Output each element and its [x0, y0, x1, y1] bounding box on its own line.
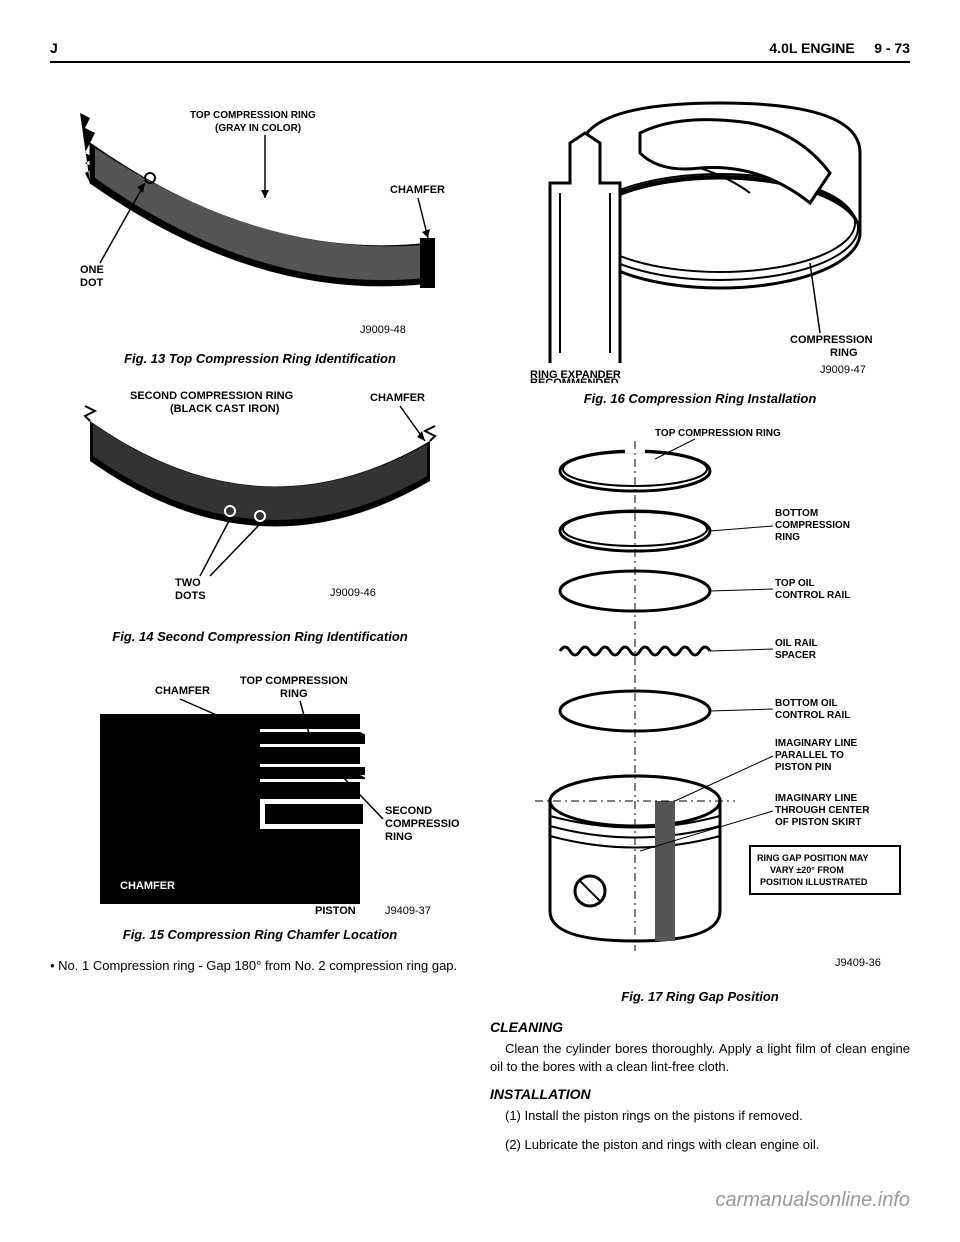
svg-text:COMPRESSION: COMPRESSION	[775, 520, 850, 531]
figure-15: CHAMFER CHAMFER TOP COMPRESSION RING SEC…	[50, 659, 470, 942]
install-step-2: (2) Lubricate the piston and rings with …	[490, 1136, 910, 1154]
svg-text:COMPRESSION: COMPRESSION	[790, 334, 873, 346]
cleaning-heading: CLEANING	[490, 1019, 910, 1035]
svg-text:J9009-47: J9009-47	[820, 364, 866, 376]
svg-text:J9409-37: J9409-37	[385, 905, 431, 917]
svg-text:CHAMFER: CHAMFER	[120, 880, 175, 892]
cleaning-body: Clean the cylinder bores thoroughly. App…	[490, 1040, 910, 1076]
svg-text:CHAMFER: CHAMFER	[390, 184, 445, 196]
svg-text:SECOND: SECOND	[385, 805, 432, 817]
header-right: 4.0L ENGINE 9 - 73	[769, 40, 910, 56]
figure-17: TOP COMPRESSION RING BOTTOM COMPRESSION …	[490, 421, 910, 1004]
fig17-image: TOP COMPRESSION RING BOTTOM COMPRESSION …	[490, 421, 910, 981]
svg-text:RING: RING	[280, 688, 308, 700]
svg-text:J9009-48: J9009-48	[360, 324, 406, 336]
install-step-1: (1) Install the piston rings on the pist…	[490, 1107, 910, 1125]
svg-text:CHAMFER: CHAMFER	[370, 392, 425, 404]
figure-16: RING EXPANDER RECOMMENDED COMPRESSION RI…	[490, 83, 910, 406]
installation-heading: INSTALLATION	[490, 1086, 910, 1102]
svg-text:COMPRESSION: COMPRESSION	[385, 818, 460, 830]
svg-text:(BLACK CAST IRON): (BLACK CAST IRON)	[170, 403, 280, 415]
svg-text:POSITION ILLUSTRATED: POSITION ILLUSTRATED	[760, 877, 868, 887]
svg-text:SECOND COMPRESSION RING: SECOND COMPRESSION RING	[130, 390, 293, 402]
left-bullet-text: • No. 1 Compression ring - Gap 180° from…	[50, 957, 470, 975]
header-section: 4.0L ENGINE	[769, 40, 854, 56]
svg-text:RING: RING	[830, 347, 858, 359]
svg-text:BOTTOM: BOTTOM	[775, 508, 818, 519]
svg-text:DOTS: DOTS	[175, 590, 206, 602]
svg-text:CHAMFER: CHAMFER	[155, 685, 210, 697]
svg-text:BOTTOM OIL: BOTTOM OIL	[775, 698, 838, 709]
figure-13: TOP COMPRESSION RING (GRAY IN COLOR) CHA…	[50, 83, 470, 366]
fig13-image: TOP COMPRESSION RING (GRAY IN COLOR) CHA…	[50, 83, 470, 343]
svg-text:SPACER: SPACER	[775, 650, 817, 661]
svg-text:IMAGINARY LINE: IMAGINARY LINE	[775, 738, 858, 749]
svg-text:PARALLEL TO: PARALLEL TO	[775, 750, 844, 761]
svg-text:RING: RING	[775, 532, 800, 543]
svg-text:RING GAP POSITION MAY: RING GAP POSITION MAY	[757, 853, 869, 863]
svg-text:TOP OIL: TOP OIL	[775, 578, 815, 589]
svg-text:IMAGINARY LINE: IMAGINARY LINE	[775, 793, 858, 804]
watermark: carmanualsonline.info	[715, 1189, 910, 1212]
page-header: J 4.0L ENGINE 9 - 73	[50, 40, 910, 63]
svg-text:RECOMMENDED: RECOMMENDED	[530, 377, 619, 383]
left-column: TOP COMPRESSION RING (GRAY IN COLOR) CHA…	[50, 83, 470, 1164]
svg-text:DOT: DOT	[80, 277, 104, 289]
content-columns: TOP COMPRESSION RING (GRAY IN COLOR) CHA…	[50, 83, 910, 1164]
svg-text:J9009-46: J9009-46	[330, 587, 376, 599]
svg-text:TOP COMPRESSION RING: TOP COMPRESSION RING	[655, 428, 781, 439]
header-page: 9 - 73	[874, 40, 910, 56]
svg-text:PISTON PIN: PISTON PIN	[775, 762, 832, 773]
fig13-caption: Fig. 13 Top Compression Ring Identificat…	[50, 351, 470, 366]
svg-text:CONTROL RAIL: CONTROL RAIL	[775, 590, 850, 601]
fig15-caption: Fig. 15 Compression Ring Chamfer Locatio…	[50, 927, 470, 942]
svg-text:TOP COMPRESSION: TOP COMPRESSION	[240, 675, 348, 687]
svg-text:THROUGH CENTER: THROUGH CENTER	[775, 805, 870, 816]
fig17-caption: Fig. 17 Ring Gap Position	[490, 989, 910, 1004]
fig14-caption: Fig. 14 Second Compression Ring Identifi…	[50, 629, 470, 644]
svg-text:RING: RING	[385, 831, 413, 843]
svg-text:(GRAY IN COLOR): (GRAY IN COLOR)	[215, 123, 301, 134]
svg-text:OF PISTON SKIRT: OF PISTON SKIRT	[775, 817, 862, 828]
svg-text:VARY ±20° FROM: VARY ±20° FROM	[770, 865, 844, 875]
fig14-image: SECOND COMPRESSION RING (BLACK CAST IRON…	[50, 381, 470, 621]
svg-text:J9409-36: J9409-36	[835, 957, 881, 969]
right-column: RING EXPANDER RECOMMENDED COMPRESSION RI…	[490, 83, 910, 1164]
svg-text:CONTROL RAIL: CONTROL RAIL	[775, 710, 850, 721]
svg-text:PISTON: PISTON	[315, 905, 356, 917]
svg-text:ONE: ONE	[80, 264, 104, 276]
header-left: J	[50, 40, 58, 56]
svg-text:OIL RAIL: OIL RAIL	[775, 638, 818, 649]
figure-14: SECOND COMPRESSION RING (BLACK CAST IRON…	[50, 381, 470, 644]
fig16-caption: Fig. 16 Compression Ring Installation	[490, 391, 910, 406]
fig16-image: RING EXPANDER RECOMMENDED COMPRESSION RI…	[490, 83, 910, 383]
fig15-image: CHAMFER CHAMFER TOP COMPRESSION RING SEC…	[50, 659, 470, 919]
svg-text:TWO: TWO	[175, 577, 201, 589]
page-container: J 4.0L ENGINE 9 - 73	[0, 0, 960, 1242]
svg-text:TOP COMPRESSION RING: TOP COMPRESSION RING	[190, 110, 316, 121]
